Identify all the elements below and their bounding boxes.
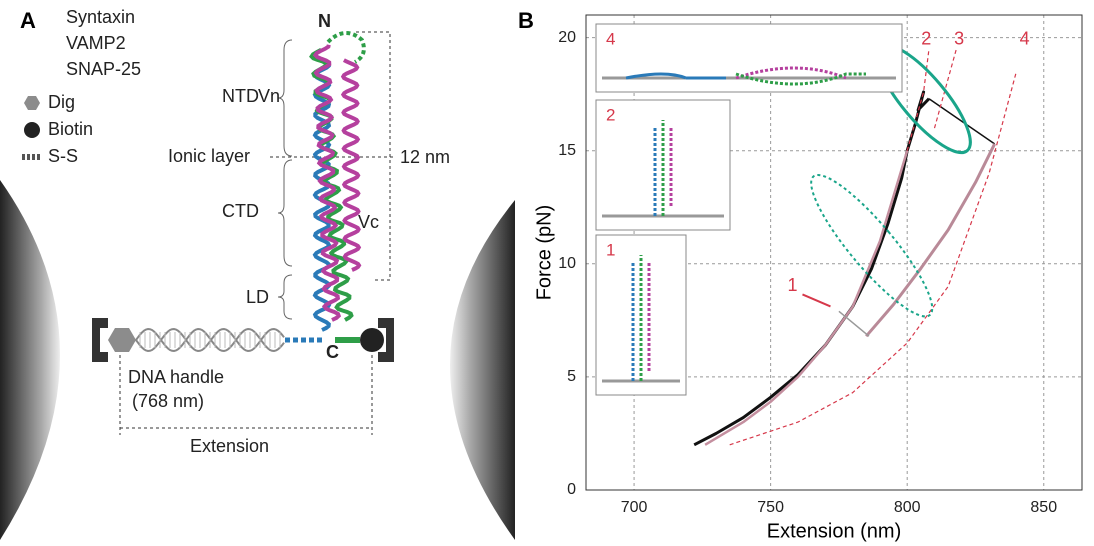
annotation: 2	[921, 29, 931, 49]
annotation-arrow	[802, 293, 831, 308]
y-tick-label: 20	[558, 29, 576, 46]
label-n-term: N	[318, 11, 331, 31]
panel-label: A	[20, 8, 36, 33]
biotin	[360, 328, 384, 352]
inset-label: 2	[606, 105, 615, 124]
plot-frame	[585, 14, 1083, 491]
trace	[928, 98, 996, 145]
x-tick-label: 800	[894, 499, 921, 516]
y-tick-label: 5	[567, 368, 576, 385]
x-tick-label: 750	[757, 499, 784, 516]
bead-right	[450, 200, 515, 540]
legend-entry: S-S	[48, 146, 78, 166]
y-axis-label: Force (pN)	[533, 205, 555, 301]
label-ntd: NTD	[222, 86, 259, 106]
y-tick-label: 15	[558, 142, 576, 159]
helix	[340, 58, 362, 272]
trace	[704, 150, 909, 446]
helix	[312, 44, 342, 322]
legend-entry: Dig	[48, 92, 75, 112]
label-ctd: CTD	[222, 201, 259, 221]
annotation: 3	[954, 29, 964, 49]
x-tick-label: 700	[621, 499, 648, 516]
panel-b: B 0 5 10 15 20 700 750 800 850 Extension (nm) Force…	[518, 8, 1083, 542]
bead-left	[0, 180, 60, 540]
inset-strand	[625, 72, 726, 80]
holder-right	[378, 318, 394, 362]
inset-label: 1	[606, 240, 615, 259]
legend-icon	[24, 122, 40, 138]
label-ld: LD	[246, 287, 269, 307]
legend-entry: SNAP-25	[66, 59, 141, 79]
trace	[729, 71, 1017, 446]
panel-label: B	[518, 8, 534, 33]
panel-a: A Syntaxin VAMP2 SNAP-25 Dig Biotin S-S N NTD Vn I…	[0, 7, 515, 540]
inset-label: 4	[606, 29, 615, 48]
highlight	[810, 173, 934, 318]
holder-left	[92, 318, 108, 362]
inset-strand	[735, 66, 847, 80]
y-tick-label: 10	[558, 255, 576, 272]
legend-entry: VAMP2	[66, 33, 126, 53]
legend-entry: Syntaxin	[66, 7, 135, 27]
x-tick-label: 850	[1030, 499, 1057, 516]
brace	[277, 159, 293, 267]
trace	[865, 143, 996, 338]
label-vn: Vn	[258, 86, 280, 106]
label-vc: Vc	[358, 212, 379, 232]
distance-bracket	[356, 31, 391, 281]
dig	[108, 328, 136, 352]
label-ionic: Ionic layer	[168, 146, 250, 166]
loop	[326, 31, 366, 64]
brace	[277, 39, 293, 157]
legend-icon	[24, 96, 40, 110]
label-handle: DNA handle	[128, 367, 224, 387]
brace	[277, 274, 293, 320]
label-handle-length: (768 nm)	[132, 391, 204, 411]
y-tick-label: 0	[567, 481, 576, 498]
legend-entry: Biotin	[48, 119, 93, 139]
label-distance: 12 nm	[400, 147, 450, 167]
annotation: 1	[787, 275, 797, 295]
label-c-term: C	[326, 342, 339, 362]
label-extension: Extension	[190, 436, 269, 456]
trace	[838, 310, 870, 337]
annotation: 4	[1020, 29, 1030, 49]
inset-box	[595, 23, 903, 93]
x-axis-label: Extension (nm)	[767, 520, 902, 542]
